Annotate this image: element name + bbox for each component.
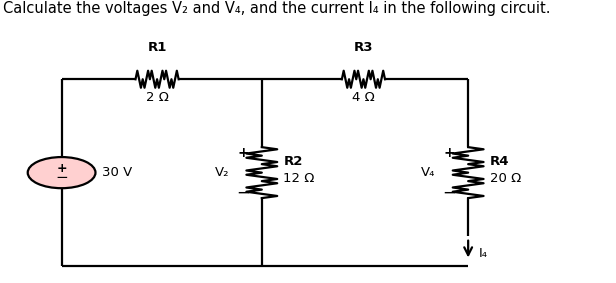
Text: Calculate the voltages V₂ and V₄, and the current I₄ in the following circuit.: Calculate the voltages V₂ and V₄, and th…: [3, 1, 551, 16]
Text: −: −: [443, 183, 456, 201]
Text: R2: R2: [283, 155, 302, 168]
Text: 30 V: 30 V: [102, 166, 132, 179]
Text: I₄: I₄: [479, 247, 488, 260]
Text: R4: R4: [490, 155, 509, 168]
Text: R3: R3: [354, 41, 373, 54]
Text: 12 Ω: 12 Ω: [283, 172, 315, 185]
Text: 2 Ω: 2 Ω: [145, 91, 169, 104]
Text: 20 Ω: 20 Ω: [490, 172, 521, 185]
Text: −: −: [237, 183, 250, 201]
Text: +: +: [238, 146, 249, 160]
Circle shape: [28, 157, 95, 188]
Text: +: +: [56, 162, 67, 175]
Text: +: +: [444, 146, 455, 160]
Text: 4 Ω: 4 Ω: [352, 91, 375, 104]
Text: V₄: V₄: [421, 166, 436, 179]
Text: V₂: V₂: [214, 166, 229, 179]
Text: R1: R1: [147, 41, 167, 54]
Text: −: −: [55, 170, 68, 185]
